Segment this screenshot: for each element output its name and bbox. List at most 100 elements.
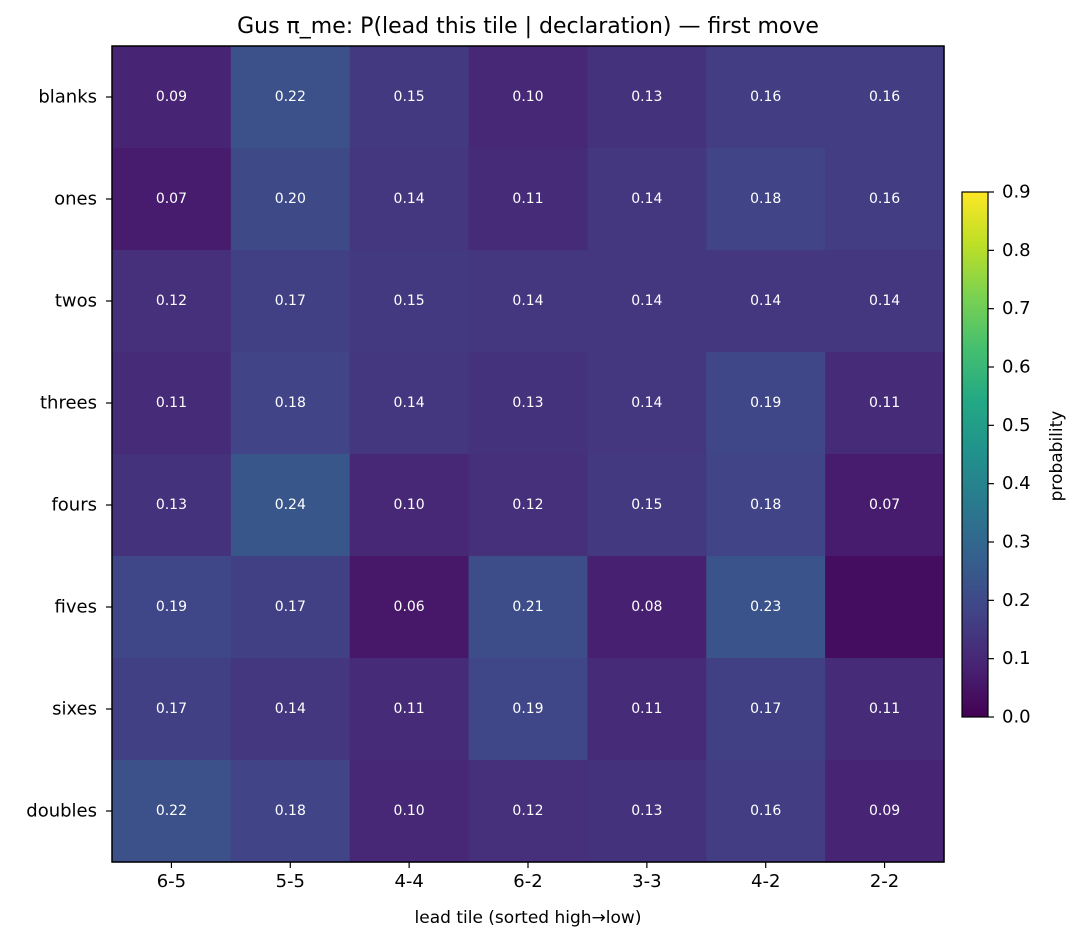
heatmap-cell — [587, 556, 707, 659]
heatmap-cell — [825, 352, 945, 455]
chart-title: Gus π_me: P(lead this tile | declaration… — [237, 14, 819, 39]
heatmap-value-labels: 0.09 0.22 0.15 0.10 0.13 0.16 0.16 0.07 0.20 0.14… — [156, 89, 900, 819]
heatmap-cell — [587, 352, 707, 455]
y-tick-label: twos — [55, 291, 97, 312]
colorbar-tick-label: 0.4 — [1002, 473, 1031, 494]
colorbar-tick-label: 0.5 — [1002, 415, 1031, 436]
cell-value-label: 0.14 — [869, 293, 900, 309]
cell-value-label: 0.13 — [631, 803, 662, 819]
heatmap-cell — [112, 250, 232, 353]
colorbar-axis: 0.0 0.1 0.2 0.3 0.4 0.5 0.6 0.7 0.8 0.9 — [988, 182, 1031, 728]
heatmap-cell — [825, 658, 945, 761]
heatmap-cell — [230, 556, 351, 659]
heatmap-cell — [349, 148, 470, 251]
heatmap-cell — [230, 454, 351, 557]
cell-value-label: 0.18 — [750, 497, 781, 513]
heatmap-cell — [825, 760, 945, 863]
y-tick-label: sixes — [52, 699, 97, 720]
cell-value-label: 0.18 — [275, 803, 306, 819]
heatmap-cell — [230, 760, 351, 863]
heatmap-cell — [468, 250, 589, 353]
heatmap-cell — [112, 352, 232, 455]
cell-value-label: 0.11 — [156, 395, 187, 411]
heatmap-cell — [706, 556, 826, 659]
heatmap-cell — [468, 148, 589, 251]
y-tick-label: fives — [55, 597, 97, 618]
cell-value-label: 0.08 — [631, 599, 662, 615]
cell-value-label: 0.19 — [512, 701, 543, 717]
colorbar-tick-label: 0.1 — [1002, 648, 1031, 669]
heatmap-cell — [706, 148, 826, 251]
heatmap-cell — [349, 658, 470, 761]
heatmap-cell — [349, 760, 470, 863]
heatmap-cell — [230, 148, 351, 251]
cell-value-label: 0.10 — [394, 803, 425, 819]
heatmap-cell — [825, 250, 945, 353]
y-tick-label: blanks — [38, 87, 97, 108]
x-axis-label: lead tile (sorted high→low) — [415, 908, 642, 928]
cell-value-label: 0.14 — [512, 293, 543, 309]
cell-value-label: 0.13 — [512, 395, 543, 411]
cell-value-label: 0.09 — [869, 803, 900, 819]
cell-value-label: 0.14 — [275, 701, 306, 717]
cell-value-label: 0.17 — [750, 701, 781, 717]
cell-value-label: 0.11 — [869, 701, 900, 717]
cell-value-label: 0.16 — [750, 89, 781, 105]
colorbar-tick-label: 0.6 — [1002, 357, 1031, 378]
cell-value-label: 0.14 — [750, 293, 781, 309]
heatmap-cell — [112, 556, 232, 659]
colorbar-tick-label: 0.3 — [1002, 532, 1031, 553]
cell-value-label: 0.12 — [512, 803, 543, 819]
colorbar-label: probability — [1047, 411, 1067, 502]
x-tick-label: 4-4 — [394, 871, 423, 892]
colorbar-tick-label: 0.9 — [1002, 182, 1031, 203]
heatmap-cell — [349, 556, 470, 659]
cell-value-label: 0.22 — [156, 803, 187, 819]
heatmap-cell — [468, 46, 589, 149]
heatmap-cell — [706, 760, 826, 863]
heatmap-cell — [112, 658, 232, 761]
cell-value-label: 0.17 — [156, 701, 187, 717]
heatmap-cell — [825, 148, 945, 251]
heatmap-cell — [468, 760, 589, 863]
heatmap-cell — [349, 46, 470, 149]
cell-value-label: 0.10 — [394, 497, 425, 513]
heatmap-cell — [587, 454, 707, 557]
cell-value-label: 0.23 — [750, 599, 781, 615]
colorbar-tick-label: 0.2 — [1002, 590, 1031, 611]
cell-value-label: 0.17 — [275, 293, 306, 309]
cell-value-label: 0.16 — [869, 89, 900, 105]
cell-value-label: 0.14 — [631, 191, 662, 207]
cell-value-label: 0.09 — [156, 89, 187, 105]
heatmap-cell — [230, 46, 351, 149]
heatmap-cell — [468, 556, 589, 659]
y-tick-label: fours — [51, 495, 97, 516]
heatmap-cell — [468, 658, 589, 761]
heatmap-cell — [825, 454, 945, 557]
cell-value-label: 0.14 — [631, 395, 662, 411]
cell-value-label: 0.13 — [631, 89, 662, 105]
cell-value-label: 0.14 — [394, 395, 425, 411]
heatmap-cell — [587, 760, 707, 863]
y-axis: blanks ones twos threes fours fives sixes doubl… — [26, 87, 112, 822]
colorbar-tick-label: 0.0 — [1002, 707, 1031, 728]
colorbar-tick-label: 0.8 — [1002, 240, 1031, 261]
heatmap-cell — [587, 46, 707, 149]
cell-value-label: 0.06 — [394, 599, 425, 615]
heatmap-cell — [706, 250, 826, 353]
x-axis: 6-5 5-5 4-4 6-2 3-3 4-2 2-2 — [157, 862, 899, 892]
cell-value-label: 0.10 — [512, 89, 543, 105]
heatmap-cell — [587, 250, 707, 353]
heatmap-cell — [468, 454, 589, 557]
x-tick-label: 4-2 — [751, 871, 780, 892]
heatmap-cell — [587, 148, 707, 251]
cell-value-label: 0.14 — [394, 191, 425, 207]
cell-value-label: 0.19 — [156, 599, 187, 615]
x-tick-label: 5-5 — [276, 871, 305, 892]
cell-value-label: 0.16 — [869, 191, 900, 207]
heatmap-cell — [587, 658, 707, 761]
heatmap-cell — [349, 352, 470, 455]
cell-value-label: 0.12 — [512, 497, 543, 513]
x-tick-label: 6-5 — [157, 871, 186, 892]
x-tick-label: 2-2 — [870, 871, 899, 892]
